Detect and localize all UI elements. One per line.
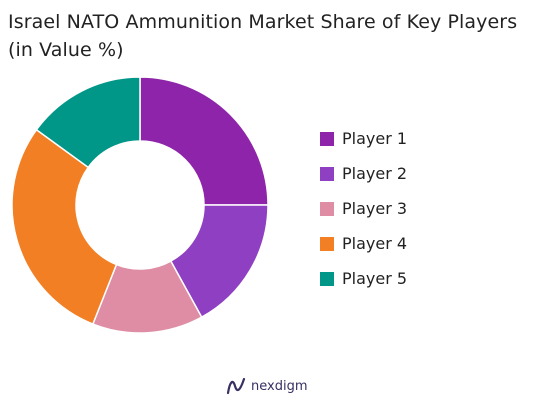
legend-item-player-5: Player 5 <box>320 261 407 296</box>
chart-title: Israel NATO Ammunition Market Share of K… <box>8 8 538 64</box>
legend-swatch <box>320 166 334 181</box>
legend-item-player-1: Player 1 <box>320 121 407 156</box>
legend-swatch <box>320 271 334 286</box>
donut-slice-player-5 <box>35 76 141 169</box>
legend-item-player-2: Player 2 <box>320 156 407 191</box>
legend-swatch <box>320 236 334 251</box>
legend-label: Player 5 <box>342 269 408 288</box>
chart-legend: Player 1 Player 2 Player 3 Player 4 Player 5 <box>320 121 407 296</box>
legend-label: Player 3 <box>342 199 408 218</box>
legend-swatch <box>320 201 334 216</box>
legend-item-player-3: Player 3 <box>320 191 407 226</box>
brand-name: nexdigm <box>251 378 308 394</box>
donut-slice-player-1 <box>139 76 269 206</box>
donut-slice-player-4 <box>11 128 118 325</box>
legend-label: Player 1 <box>342 129 408 148</box>
legend-swatch <box>320 131 334 146</box>
nexdigm-logo-icon <box>226 377 246 395</box>
brand-logo: nexdigm <box>226 377 307 395</box>
legend-item-player-4: Player 4 <box>320 226 407 261</box>
chart-title-line-2: (in Value %) <box>8 39 124 61</box>
legend-label: Player 4 <box>342 234 408 253</box>
legend-label: Player 2 <box>342 164 408 183</box>
chart-title-line-1: Israel NATO Ammunition Market Share of K… <box>8 11 518 33</box>
